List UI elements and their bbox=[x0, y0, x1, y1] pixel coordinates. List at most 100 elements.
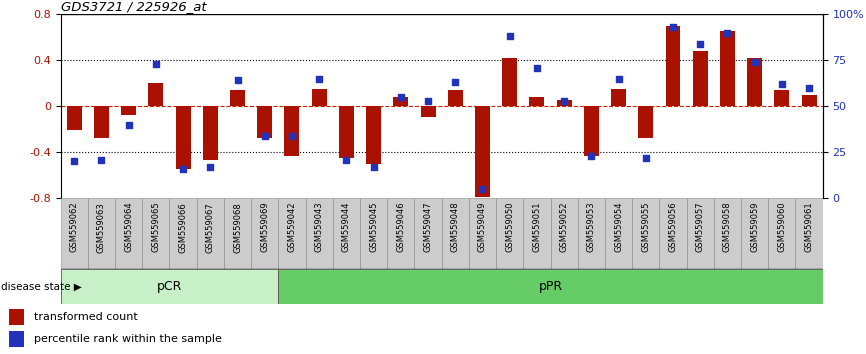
Text: GSM559042: GSM559042 bbox=[288, 202, 296, 252]
Bar bbox=[230, 90, 245, 106]
Bar bbox=[720, 32, 735, 106]
Bar bbox=[121, 106, 136, 115]
Bar bbox=[611, 89, 626, 106]
Text: GSM559060: GSM559060 bbox=[778, 202, 786, 252]
Text: pCR: pCR bbox=[157, 280, 182, 293]
Point bbox=[258, 133, 272, 138]
Point bbox=[557, 98, 571, 103]
Bar bbox=[170, 198, 197, 269]
Bar bbox=[339, 106, 354, 158]
Point bbox=[68, 159, 81, 164]
Bar bbox=[693, 51, 708, 106]
Point bbox=[666, 24, 680, 30]
Bar bbox=[393, 97, 408, 106]
Text: percentile rank within the sample: percentile rank within the sample bbox=[35, 334, 222, 344]
Text: GSM559057: GSM559057 bbox=[695, 202, 705, 252]
Bar bbox=[87, 198, 115, 269]
Bar bbox=[665, 25, 681, 106]
Bar bbox=[523, 198, 551, 269]
Bar bbox=[802, 95, 817, 106]
Bar bbox=[176, 106, 191, 170]
Point bbox=[339, 157, 353, 162]
Text: GSM559052: GSM559052 bbox=[559, 202, 569, 252]
Text: GSM559047: GSM559047 bbox=[423, 202, 432, 252]
Bar bbox=[496, 198, 523, 269]
Bar bbox=[61, 269, 278, 304]
Text: pPR: pPR bbox=[539, 280, 563, 293]
Bar bbox=[529, 97, 545, 106]
Bar bbox=[251, 198, 278, 269]
Point bbox=[639, 155, 653, 161]
Bar bbox=[278, 269, 823, 304]
Bar bbox=[551, 198, 578, 269]
Text: GSM559053: GSM559053 bbox=[587, 202, 596, 252]
Bar bbox=[469, 198, 496, 269]
Bar bbox=[387, 198, 415, 269]
Bar bbox=[584, 106, 598, 156]
Bar bbox=[796, 198, 823, 269]
Text: GSM559062: GSM559062 bbox=[70, 202, 79, 252]
Bar bbox=[148, 83, 164, 106]
Text: GSM559069: GSM559069 bbox=[261, 202, 269, 252]
Bar bbox=[632, 198, 659, 269]
Point bbox=[503, 33, 517, 39]
Point bbox=[204, 164, 217, 170]
Point bbox=[230, 78, 244, 83]
Text: GSM559043: GSM559043 bbox=[314, 202, 324, 252]
Text: GSM559048: GSM559048 bbox=[451, 202, 460, 252]
Text: GSM559055: GSM559055 bbox=[642, 202, 650, 252]
Bar bbox=[333, 198, 360, 269]
Bar bbox=[224, 198, 251, 269]
Text: GSM559045: GSM559045 bbox=[369, 202, 378, 252]
Point bbox=[176, 166, 190, 172]
Point bbox=[94, 157, 108, 162]
Text: GSM559056: GSM559056 bbox=[669, 202, 677, 252]
Text: GDS3721 / 225926_at: GDS3721 / 225926_at bbox=[61, 0, 206, 13]
Bar bbox=[203, 106, 217, 160]
Bar bbox=[306, 198, 333, 269]
Bar bbox=[714, 198, 741, 269]
Point bbox=[611, 76, 625, 81]
Point bbox=[421, 98, 435, 103]
Bar bbox=[442, 198, 469, 269]
Bar bbox=[687, 198, 714, 269]
Bar bbox=[747, 58, 762, 106]
Point bbox=[366, 164, 380, 170]
Text: GSM559059: GSM559059 bbox=[750, 202, 759, 252]
Text: GSM559046: GSM559046 bbox=[397, 202, 405, 252]
Bar bbox=[278, 198, 306, 269]
Point bbox=[585, 153, 598, 159]
Text: GSM559054: GSM559054 bbox=[614, 202, 623, 252]
Point bbox=[694, 41, 708, 46]
Text: disease state ▶: disease state ▶ bbox=[1, 282, 81, 292]
Point bbox=[122, 122, 136, 127]
Text: GSM559063: GSM559063 bbox=[97, 202, 106, 252]
Text: GSM559051: GSM559051 bbox=[533, 202, 541, 252]
Bar bbox=[94, 106, 109, 138]
Bar bbox=[415, 198, 442, 269]
Point bbox=[721, 30, 734, 35]
Text: GSM559064: GSM559064 bbox=[124, 202, 133, 252]
Text: GSM559067: GSM559067 bbox=[206, 202, 215, 252]
Bar bbox=[741, 198, 768, 269]
Point bbox=[802, 85, 816, 91]
Text: GSM559058: GSM559058 bbox=[723, 202, 732, 252]
Text: GSM559044: GSM559044 bbox=[342, 202, 351, 252]
Point bbox=[530, 65, 544, 70]
Bar bbox=[61, 198, 87, 269]
Bar bbox=[605, 198, 632, 269]
Text: GSM559068: GSM559068 bbox=[233, 202, 242, 252]
Point bbox=[449, 79, 462, 85]
Text: GSM559066: GSM559066 bbox=[178, 202, 188, 252]
Bar bbox=[659, 198, 687, 269]
Bar bbox=[366, 106, 381, 164]
Bar bbox=[768, 198, 796, 269]
Bar bbox=[142, 198, 170, 269]
Bar bbox=[257, 106, 272, 138]
Bar bbox=[448, 90, 462, 106]
Bar bbox=[197, 198, 224, 269]
Bar bbox=[774, 90, 789, 106]
Bar bbox=[312, 89, 326, 106]
Text: transformed count: transformed count bbox=[35, 312, 138, 322]
Text: GSM559065: GSM559065 bbox=[152, 202, 160, 252]
